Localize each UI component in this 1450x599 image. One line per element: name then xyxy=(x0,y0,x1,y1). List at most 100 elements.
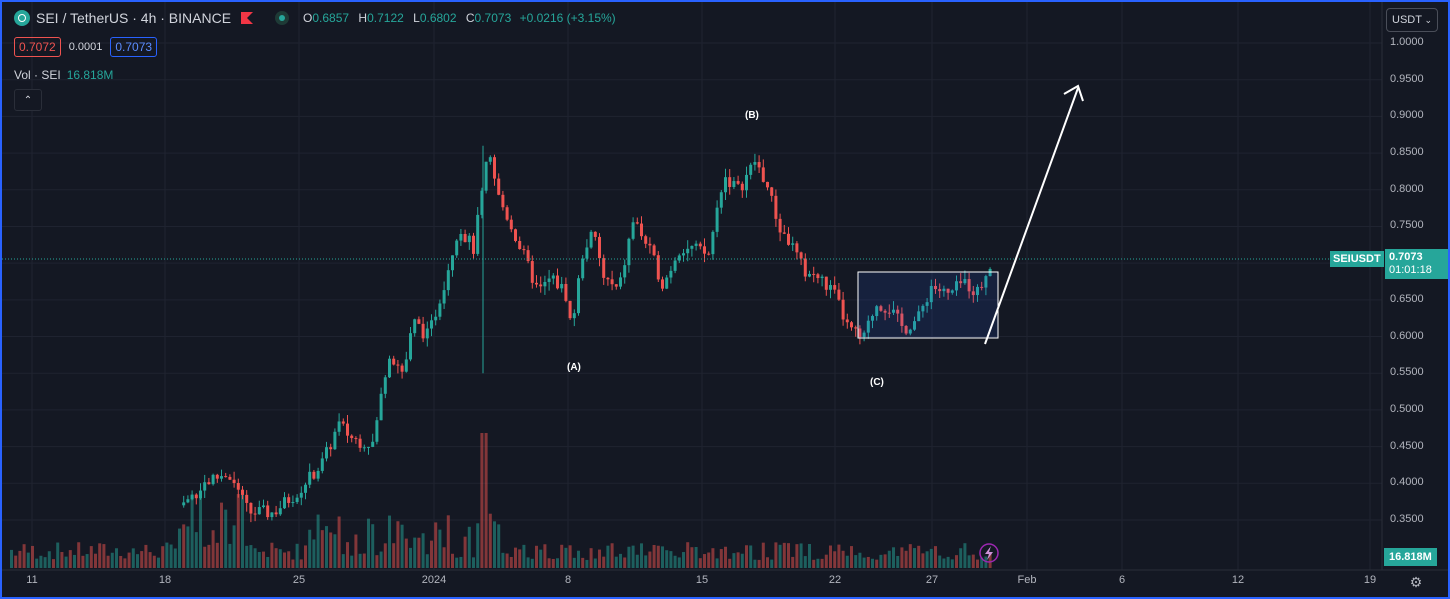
volume-bar xyxy=(73,554,76,568)
symbol-title[interactable]: SEI / TetherUS · 4h · BINANCE xyxy=(36,10,232,26)
candle xyxy=(787,227,790,246)
candle xyxy=(518,236,522,250)
candle xyxy=(379,387,383,421)
volume-bar xyxy=(719,549,723,568)
volume-bar xyxy=(417,537,421,568)
volume-bar xyxy=(278,549,282,568)
candle xyxy=(850,321,853,331)
wave-a-label[interactable]: (A) xyxy=(567,362,581,373)
candle xyxy=(610,270,614,291)
candle xyxy=(543,275,547,295)
candle xyxy=(480,187,484,219)
price-tick-label: 0.8500 xyxy=(1390,146,1424,159)
bid-price-box[interactable]: 0.7072 xyxy=(14,37,61,57)
volume-legend[interactable]: Vol · SEI 16.818M xyxy=(14,68,113,82)
volume-bar xyxy=(757,559,761,568)
volume-bar xyxy=(178,528,181,568)
time-tick-label: 15 xyxy=(695,574,709,586)
volume-bar xyxy=(358,553,362,568)
volume-bar xyxy=(43,557,47,568)
candle xyxy=(942,285,946,297)
volume-bar xyxy=(257,552,261,568)
candle xyxy=(766,181,769,191)
candle xyxy=(799,251,803,266)
volume-bar xyxy=(711,548,715,568)
volume-bar xyxy=(551,558,555,568)
price-tick-label: 0.6000 xyxy=(1390,329,1424,342)
gear-icon[interactable]: ⚙ xyxy=(1409,573,1423,590)
volume-bar xyxy=(35,558,39,568)
candle xyxy=(215,473,219,483)
candle xyxy=(749,162,753,180)
candle xyxy=(182,495,186,508)
candle xyxy=(514,228,517,243)
volume-bar xyxy=(165,542,169,568)
volume-bar xyxy=(593,558,597,568)
price-tick-label: 0.9000 xyxy=(1390,109,1424,122)
volume-bar xyxy=(304,545,307,568)
projection-arrow[interactable] xyxy=(984,84,1084,345)
candle xyxy=(824,276,828,296)
candle xyxy=(871,314,874,329)
candle xyxy=(291,495,295,507)
time-tick-label: 11 xyxy=(26,574,38,586)
volume-bar xyxy=(514,547,517,568)
volume-bar xyxy=(157,557,160,568)
candle xyxy=(673,257,677,274)
volume-label: Vol · SEI xyxy=(14,68,61,82)
candle xyxy=(883,309,887,321)
wave-b-label[interactable]: (B) xyxy=(745,110,759,121)
volume-bar xyxy=(236,494,240,568)
volume-bar xyxy=(463,536,467,568)
flag-icon[interactable] xyxy=(241,12,254,24)
candle xyxy=(249,502,253,523)
volume-bar xyxy=(774,542,778,568)
volume-bar xyxy=(484,433,488,568)
volume-bar xyxy=(543,544,547,568)
candle xyxy=(354,436,358,444)
volume-bar xyxy=(215,542,219,568)
candle xyxy=(879,304,883,312)
volume-bar xyxy=(623,557,627,568)
volume-bar xyxy=(333,534,337,568)
candle xyxy=(484,161,488,194)
candle xyxy=(463,229,467,243)
volume-bar xyxy=(169,544,173,568)
price-tick-label: 0.6500 xyxy=(1390,292,1424,305)
last-price-value: 0.7073 xyxy=(1389,251,1423,263)
volume-bar xyxy=(535,545,538,568)
volume-bar xyxy=(400,524,404,568)
candle xyxy=(845,313,849,329)
last-price-label: 0.7073 01:01:18 xyxy=(1385,249,1448,279)
wave-c-label[interactable]: (C) xyxy=(870,377,884,388)
volume-bar xyxy=(971,554,975,568)
volume-bar xyxy=(715,558,719,568)
volume-bar xyxy=(606,545,610,568)
collapse-legend-button[interactable]: ⌃ xyxy=(14,89,42,111)
candle xyxy=(551,273,555,285)
candle xyxy=(917,305,921,322)
candle xyxy=(497,173,501,196)
candle xyxy=(694,240,698,251)
candle xyxy=(266,500,270,520)
candle xyxy=(627,237,631,273)
ask-price-box[interactable]: 0.7073 xyxy=(110,37,158,57)
currency-select[interactable]: USDT ⌄ xyxy=(1386,8,1438,32)
candle xyxy=(236,478,240,498)
volume-bar xyxy=(879,554,883,568)
lightning-icon[interactable] xyxy=(979,543,999,563)
volume-bar xyxy=(665,550,669,568)
candle xyxy=(946,288,950,300)
candle xyxy=(451,255,454,277)
candle xyxy=(396,359,400,374)
time-tick-label: 12 xyxy=(1231,574,1245,586)
volume-bar xyxy=(110,552,114,568)
symbol-legend[interactable]: SEI / TetherUS · 4h · BINANCE O0.6857 H0… xyxy=(14,10,616,26)
price-tick-label: 0.7500 xyxy=(1390,219,1424,232)
volume-bar xyxy=(488,513,492,568)
candle xyxy=(900,307,904,333)
volume-bar xyxy=(833,551,837,568)
candle xyxy=(535,275,538,288)
